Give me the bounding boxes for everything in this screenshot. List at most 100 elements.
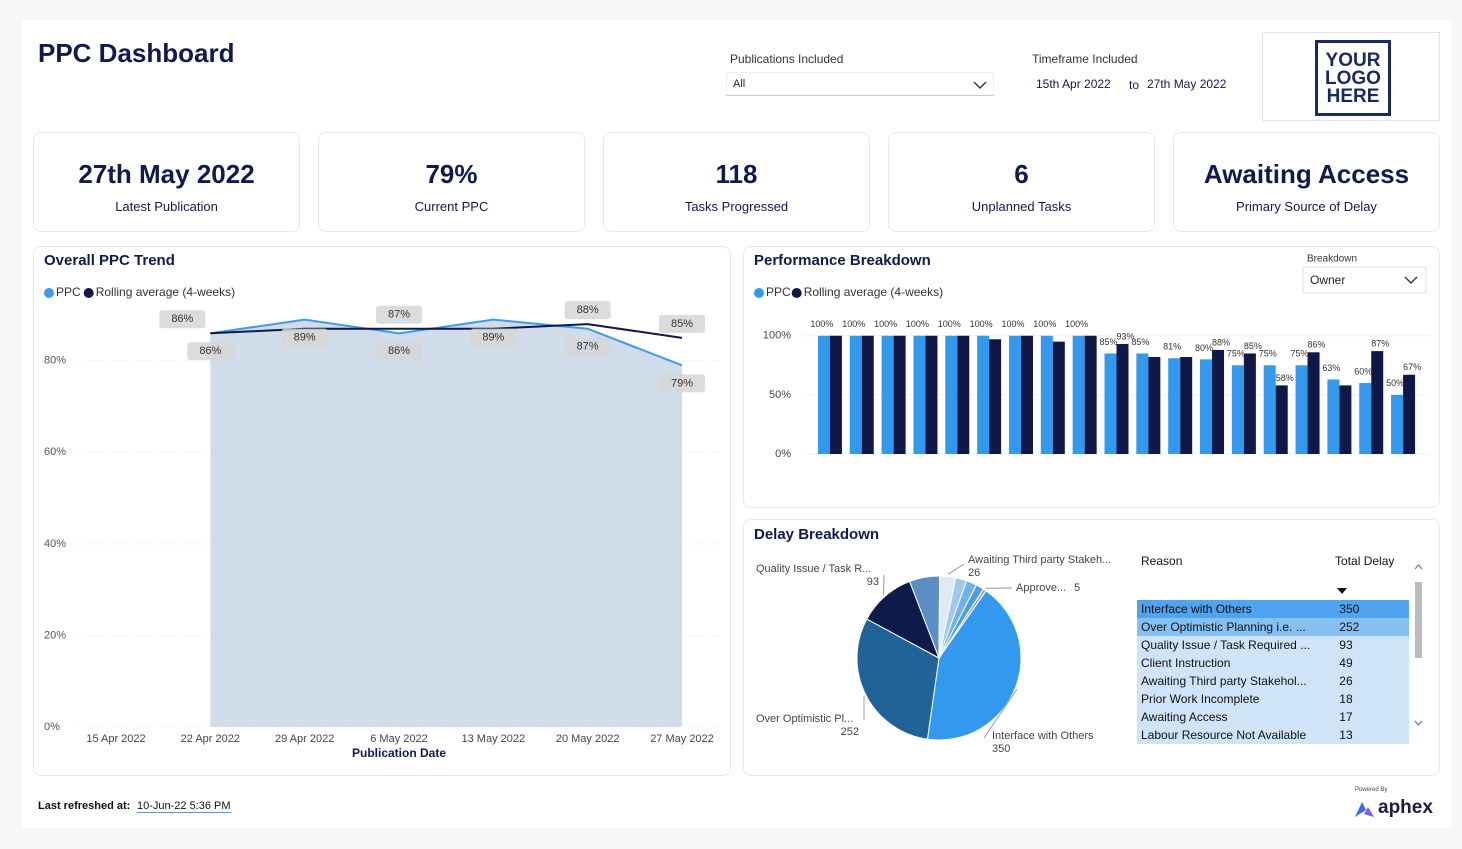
bar bbox=[1020, 335, 1033, 454]
x-tick-label: 15 Apr 2022 bbox=[86, 733, 145, 745]
y-tick-label: 60% bbox=[44, 446, 66, 458]
filter-label: Timeframe Included bbox=[1032, 52, 1138, 66]
chart-title: Delay Breakdown bbox=[754, 526, 879, 543]
date-from: 15th Apr 2022 bbox=[1036, 77, 1111, 91]
filter-label: Publications Included bbox=[730, 52, 844, 66]
data-label: 86% bbox=[1308, 340, 1326, 350]
bar bbox=[861, 335, 874, 454]
leader-line bbox=[947, 563, 965, 575]
slice-value: 93 bbox=[867, 576, 879, 588]
page-title: PPC Dashboard bbox=[38, 38, 235, 68]
bar bbox=[1136, 353, 1149, 454]
kpi-card: 27th May 2022 Latest Publication bbox=[33, 132, 300, 232]
control-label: Breakdown bbox=[1307, 254, 1357, 265]
data-label: 100% bbox=[842, 319, 865, 329]
data-label-bg bbox=[659, 314, 705, 333]
data-label-bg bbox=[281, 328, 328, 347]
date-separator: to bbox=[1129, 78, 1140, 92]
table-cell: 18 bbox=[1339, 692, 1353, 706]
x-tick-label: 6 May 2022 bbox=[370, 733, 427, 745]
slice-label: Awaiting Third party Stakeh... bbox=[968, 554, 1111, 566]
logo-text: HERE bbox=[1326, 86, 1380, 107]
refresh-label: Last refreshed at: bbox=[38, 800, 131, 812]
x-tick-label: 27 May 2022 bbox=[650, 733, 714, 745]
column-header: Total Delay bbox=[1335, 554, 1395, 568]
data-label-bg bbox=[187, 342, 234, 361]
kpi-label: Latest Publication bbox=[115, 199, 218, 214]
bar bbox=[913, 335, 926, 454]
brand: aphex bbox=[1378, 797, 1433, 818]
kpi-value: Awaiting Access bbox=[1203, 159, 1410, 189]
data-label-bg bbox=[159, 310, 206, 329]
table-row: Labour Resource Not Available 13 bbox=[1137, 726, 1409, 744]
slice-label: Over Optimistic Pl... bbox=[756, 713, 853, 725]
brand-icon bbox=[1355, 802, 1374, 817]
bar bbox=[1295, 365, 1308, 454]
delay-table: Reason Total Delay Interface with Others… bbox=[1137, 552, 1413, 746]
table-cell: Over Optimistic Planning i.e. ... bbox=[1141, 620, 1306, 634]
slice-value: 5 bbox=[1074, 582, 1080, 594]
kpi-card: Awaiting Access Primary Source of Delay bbox=[1173, 132, 1440, 232]
slice-value: 26 bbox=[968, 567, 980, 579]
data-label: 85% bbox=[671, 318, 693, 330]
table-row: Prior Work Incomplete 18 bbox=[1137, 690, 1409, 708]
bar bbox=[1212, 349, 1225, 454]
table-body: Interface with Others 350 Over Optimistic … bbox=[1137, 600, 1409, 744]
data-label: 58% bbox=[1276, 373, 1294, 383]
bar bbox=[1307, 352, 1320, 454]
table-cell: 252 bbox=[1339, 620, 1360, 634]
kpi-value: 6 bbox=[1014, 159, 1029, 189]
data-label: 100% bbox=[938, 319, 961, 329]
data-label: 81% bbox=[1163, 342, 1181, 352]
kpi-value: 79% bbox=[425, 159, 478, 189]
bar bbox=[1403, 374, 1416, 454]
data-label: 79% bbox=[671, 377, 693, 389]
legend-label: Rolling average (4-weeks) bbox=[804, 285, 943, 299]
y-tick-label: 50% bbox=[769, 389, 791, 401]
line-series bbox=[210, 318, 683, 367]
bar-chart: Performance Breakdown PPC Rolling average… bbox=[754, 252, 1429, 460]
table-row: Interface with Others 350 bbox=[1137, 600, 1409, 618]
kpi-label: Primary Source of Delay bbox=[1236, 199, 1377, 214]
bar bbox=[1327, 379, 1340, 454]
x-tick-label: 22 Apr 2022 bbox=[181, 733, 240, 745]
breakdown-dropdown[interactable] bbox=[1302, 266, 1427, 294]
table-cell: Prior Work Incomplete bbox=[1141, 692, 1260, 706]
y-tick-label: 100% bbox=[763, 330, 791, 342]
chart-card: Performance Breakdown PPC Rolling average… bbox=[743, 246, 1440, 508]
table-cell: 26 bbox=[1339, 674, 1353, 688]
table-cell: 13 bbox=[1339, 728, 1353, 742]
bar bbox=[849, 335, 862, 454]
publication-dropdown[interactable]: All bbox=[726, 72, 994, 96]
legend-marker bbox=[83, 288, 94, 298]
data-label: 67% bbox=[1403, 362, 1421, 372]
refresh-value: 10-Jun-22 5:36 PM bbox=[137, 800, 231, 813]
kpi-card: 79% Current PPC bbox=[318, 132, 585, 232]
x-tick-label: 13 May 2022 bbox=[462, 733, 526, 745]
bar bbox=[1084, 335, 1097, 454]
data-label: 100% bbox=[810, 319, 833, 329]
legend-marker bbox=[44, 288, 54, 298]
legend-marker bbox=[791, 288, 802, 298]
kpi-value: 27th May 2022 bbox=[78, 159, 255, 189]
logo-box: YOUR LOGO HERE bbox=[1262, 32, 1440, 121]
sort-indicator bbox=[1337, 588, 1347, 594]
kpi-label: Unplanned Tasks bbox=[971, 199, 1072, 214]
slice-label: Approve... bbox=[1016, 582, 1066, 594]
y-tick-label: 40% bbox=[44, 538, 66, 550]
bar bbox=[1052, 341, 1065, 454]
column-header: Reason bbox=[1141, 554, 1183, 568]
y-tick-label: 0% bbox=[44, 721, 60, 733]
chart-card: Overall PPC Trend PPC Rolling average (4-… bbox=[33, 246, 731, 776]
chart-title: Performance Breakdown bbox=[754, 252, 931, 269]
data-label: 86% bbox=[171, 313, 193, 325]
legend-label: Rolling average (4-weeks) bbox=[96, 285, 235, 299]
kpi-label: Current PPC bbox=[414, 199, 489, 214]
slice-label: Interface with Others bbox=[992, 730, 1094, 742]
table-row: Awaiting Third party Stakehol... 26 bbox=[1137, 672, 1409, 690]
bar bbox=[977, 335, 990, 454]
data-label: 100% bbox=[874, 319, 897, 329]
bar bbox=[1263, 365, 1276, 454]
scrollbar[interactable] bbox=[1413, 560, 1424, 746]
table-cell: 93 bbox=[1339, 638, 1353, 652]
